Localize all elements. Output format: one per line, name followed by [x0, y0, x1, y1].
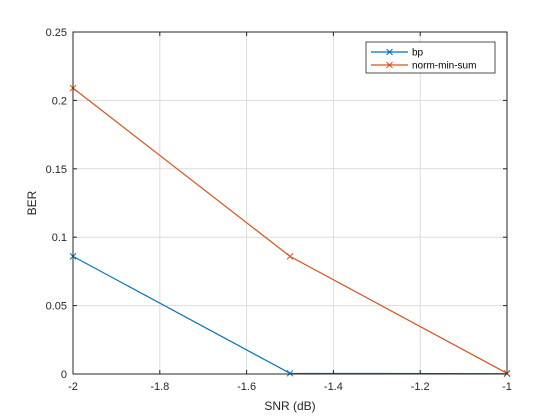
x-axis-title: SNR (dB): [264, 399, 315, 413]
y-tick-label: 0.2: [52, 95, 67, 107]
legend-entry: bp: [371, 48, 424, 59]
y-tick-label: 0.25: [46, 27, 67, 39]
data-point-marker: [286, 252, 294, 260]
legend: bp norm-min-sum: [365, 41, 496, 74]
axis-ticks: -2 -1.8 -1.6 -1.4 -1.2 -1 0 0.05 0.1 0.15 0.2 0.25: [46, 27, 512, 393]
y-axis-title: BER: [25, 190, 39, 215]
data-point-marker: [286, 369, 294, 377]
grid-lines: [73, 32, 507, 374]
legend-marker: [386, 61, 393, 69]
plot-area: [73, 32, 507, 374]
legend-box: [365, 41, 496, 74]
x-tick-label: -1.2: [411, 381, 430, 393]
y-tick-label: 0: [61, 369, 67, 381]
x-tick-label: -2: [68, 381, 78, 393]
legend-label: norm-min-sum: [412, 61, 476, 72]
x-tick-label: -1.6: [237, 381, 256, 393]
legend-entry: norm-min-sum: [371, 61, 476, 72]
x-tick-label: -1.4: [324, 381, 343, 393]
y-tick-label: 0.1: [52, 232, 67, 244]
x-tick-label: -1: [502, 381, 512, 393]
plot-frame: [72, 31, 508, 375]
x-tick-label: -1.8: [150, 381, 169, 393]
y-tick-label: 0.15: [46, 164, 67, 176]
legend-marker: [386, 48, 393, 56]
legend-label: bp: [412, 48, 424, 59]
y-tick-label: 0.05: [46, 301, 67, 313]
